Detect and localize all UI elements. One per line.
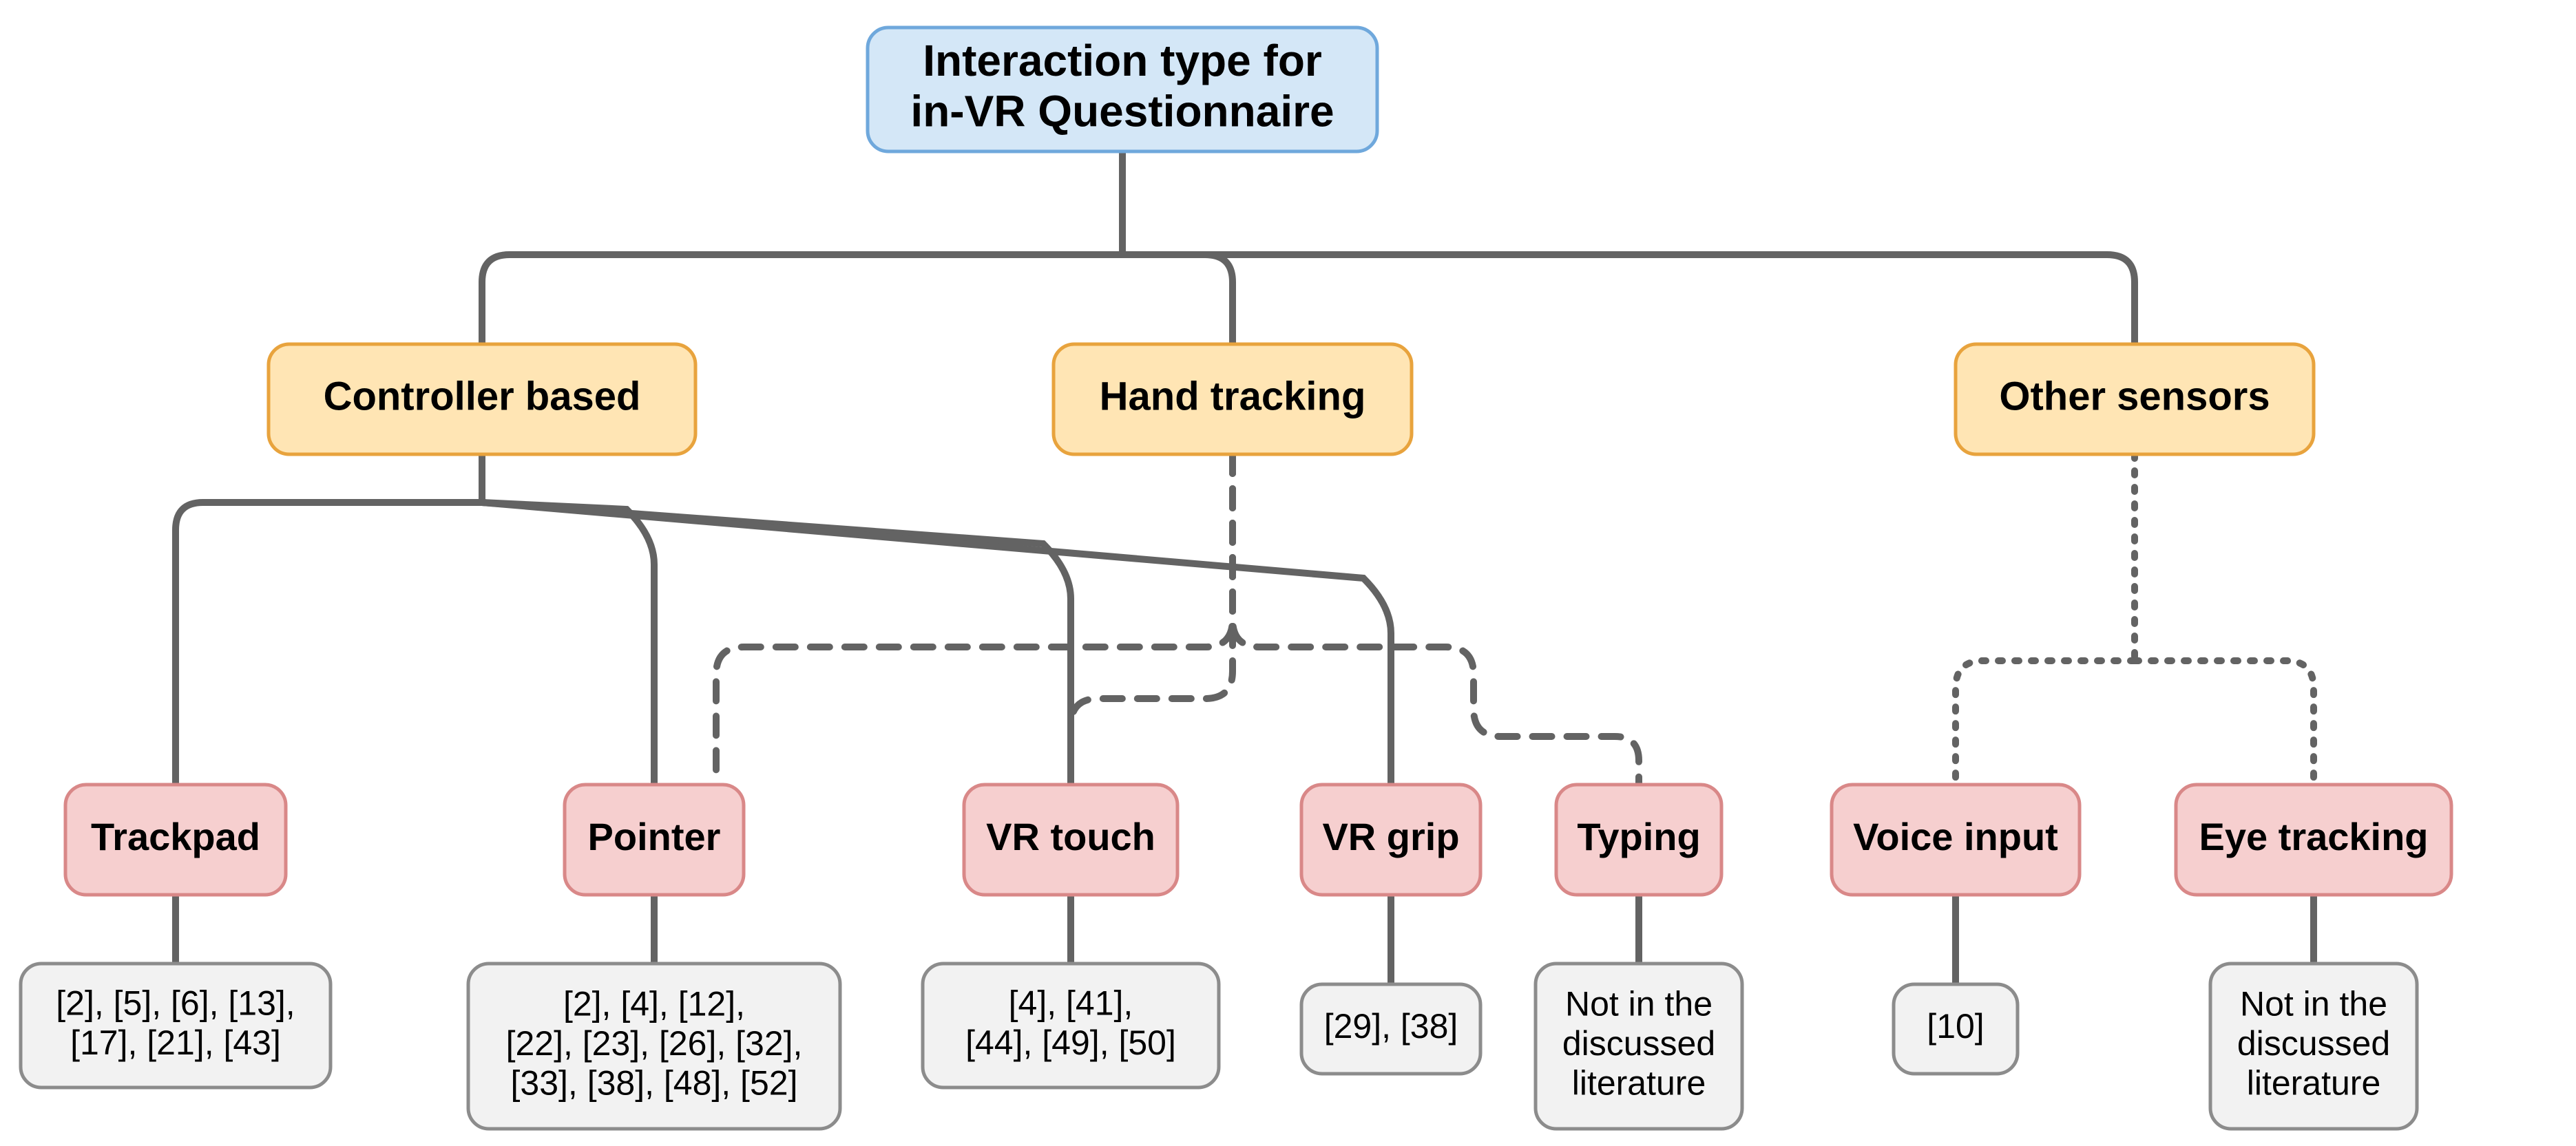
node-label-ref-voice: [10] — [1927, 1007, 1984, 1046]
node-ref-pointer: [2], [4], [12],[22], [23], [26], [32],[3… — [468, 964, 840, 1129]
node-label-vrgrip: VR grip — [1322, 815, 1459, 858]
node-ref-trackpad: [2], [5], [6], [13],[17], [21], [43] — [21, 964, 331, 1087]
node-label-pointer: Pointer — [588, 815, 721, 858]
node-label-ref-typing: discussed — [1562, 1024, 1715, 1063]
node-label-ref-eyetrack: Not in the — [2240, 985, 2387, 1023]
node-label-ref-pointer: [22], [23], [26], [32], — [506, 1024, 803, 1063]
edge — [1233, 454, 1639, 785]
edge — [716, 454, 1233, 785]
node-label-othersensors: Other sensors — [1999, 374, 2270, 418]
nodes-layer: Interaction type forin-VR Questionnaire C… — [21, 28, 2451, 1129]
node-trackpad: Trackpad — [65, 785, 286, 895]
edge — [176, 502, 482, 785]
edge — [1071, 454, 1233, 785]
tree-diagram: Interaction type forin-VR Questionnaire C… — [0, 0, 2576, 1146]
node-label-ref-trackpad: [17], [21], [43] — [70, 1023, 281, 1062]
node-voice: Voice input — [1832, 785, 2080, 895]
node-othersensors: Other sensors — [1956, 344, 2314, 454]
edge — [1122, 255, 1233, 344]
node-label-trackpad: Trackpad — [91, 815, 260, 858]
node-label-ref-pointer: [33], [38], [48], [52] — [511, 1064, 798, 1103]
node-ref-vrtouch: [4], [41],[44], [49], [50] — [923, 964, 1219, 1087]
node-label-ref-vrgrip: [29], [38] — [1324, 1007, 1458, 1046]
node-ref-voice: [10] — [1894, 984, 2018, 1074]
diagram-container: Interaction type forin-VR Questionnaire C… — [0, 0, 2576, 1146]
node-root: Interaction type forin-VR Questionnaire — [868, 28, 1377, 151]
node-ref-eyetrack: Not in thediscussedliterature — [2210, 964, 2417, 1129]
node-label-ref-eyetrack: literature — [2247, 1064, 2381, 1103]
node-typing: Typing — [1556, 785, 1721, 895]
edge — [1122, 255, 2135, 344]
node-label-voice: Voice input — [1853, 815, 2058, 858]
node-ref-vrgrip: [29], [38] — [1301, 984, 1480, 1074]
node-label-controller: Controller based — [324, 374, 641, 418]
node-label-eyetracking: Eye tracking — [2199, 815, 2428, 858]
node-label-ref-trackpad: [2], [5], [6], [13], — [56, 984, 295, 1022]
edge — [1956, 661, 2135, 785]
edge — [482, 255, 1122, 344]
node-label-root: in-VR Questionnaire — [910, 87, 1334, 136]
node-vrtouch: VR touch — [964, 785, 1177, 895]
edge — [482, 502, 654, 785]
node-controller: Controller based — [269, 344, 695, 454]
node-handtracking: Hand tracking — [1054, 344, 1412, 454]
node-label-ref-typing: literature — [1572, 1064, 1706, 1103]
node-label-ref-pointer: [2], [4], [12], — [563, 985, 745, 1023]
node-label-ref-vrtouch: [44], [49], [50] — [965, 1023, 1176, 1062]
node-label-typing: Typing — [1577, 815, 1700, 858]
node-pointer: Pointer — [565, 785, 744, 895]
node-ref-typing: Not in thediscussedliterature — [1536, 964, 1742, 1129]
edge — [482, 502, 1391, 785]
node-label-ref-typing: Not in the — [1565, 985, 1713, 1023]
node-eyetracking: Eye tracking — [2176, 785, 2451, 895]
node-label-handtracking: Hand tracking — [1100, 374, 1366, 418]
edge — [2135, 661, 2314, 785]
node-label-root: Interaction type for — [923, 36, 1322, 85]
node-label-ref-vrtouch: [4], [41], — [1009, 984, 1133, 1022]
node-vrgrip: VR grip — [1301, 785, 1480, 895]
node-label-vrtouch: VR touch — [986, 815, 1155, 858]
node-label-ref-eyetrack: discussed — [2237, 1024, 2390, 1063]
